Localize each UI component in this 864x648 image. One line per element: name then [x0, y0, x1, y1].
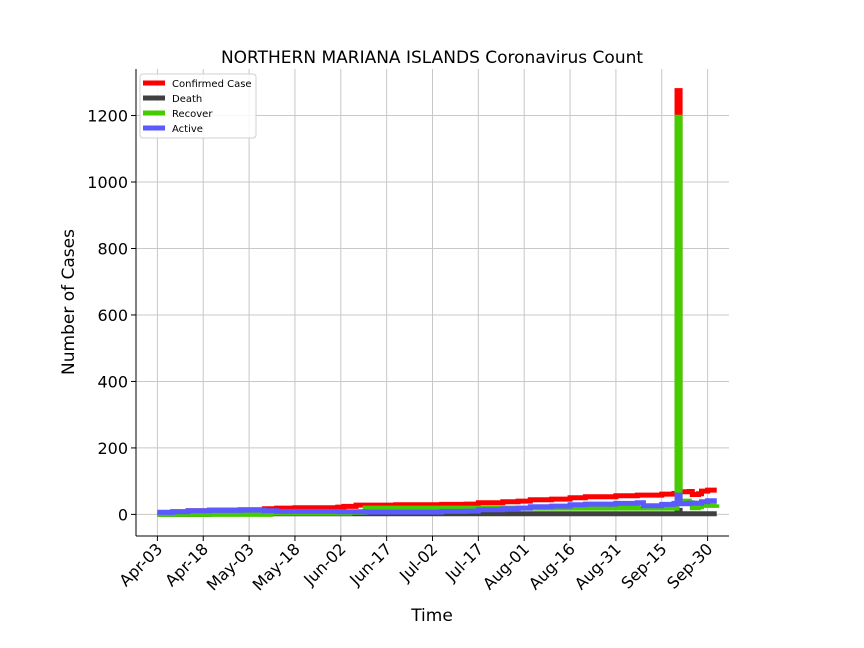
series-line-confirmed-case	[157, 88, 717, 515]
x-tick-label: Aug-01	[479, 539, 533, 593]
x-tick-label: May-18	[249, 539, 304, 594]
legend-label: Active	[172, 124, 203, 135]
legend: Confirmed Case Death Recover Active	[139, 73, 257, 139]
y-tick-label: 0	[118, 505, 128, 524]
x-tick-label: Sep-30	[663, 539, 716, 592]
grid	[136, 69, 729, 536]
legend-label: Death	[172, 94, 202, 105]
series-line-active	[157, 492, 717, 515]
x-tick-label: May-03	[203, 539, 258, 594]
y-axis-label: Number of Cases	[59, 229, 79, 375]
legend-box	[139, 73, 257, 139]
y-tick-label: 400	[97, 372, 128, 391]
x-tick-label: Aug-16	[525, 539, 579, 593]
series-line-recover	[157, 114, 720, 517]
x-axis-label: Time	[410, 606, 453, 626]
y-tick-label: 1200	[87, 107, 128, 126]
y-tick-label: 600	[97, 306, 128, 325]
series-lines	[157, 88, 720, 517]
x-tick-label: Jul-02	[395, 539, 441, 585]
x-tick-label: Jun-17	[345, 539, 395, 589]
x-tick-label: Aug-31	[571, 539, 625, 593]
legend-label: Confirmed Case	[172, 79, 252, 90]
legend-label: Recover	[172, 109, 213, 120]
y-tick-label: 200	[97, 439, 128, 458]
y-tick-label: 800	[97, 239, 128, 258]
y-tick-label: 1000	[87, 173, 128, 192]
x-tick-label: Apr-03	[115, 539, 166, 590]
x-tick-label: Jun-02	[299, 539, 349, 589]
x-tick-label: Sep-15	[617, 539, 670, 592]
chart-title: NORTHERN MARIANA ISLANDS Coronavirus Cou…	[221, 48, 643, 68]
